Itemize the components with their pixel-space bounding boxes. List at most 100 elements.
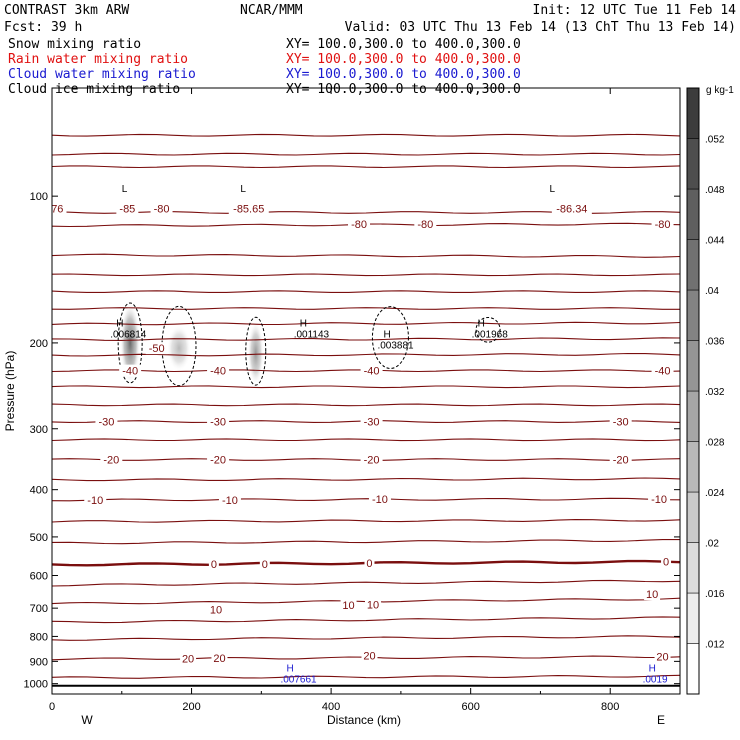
- contour-label-bg: [609, 453, 632, 466]
- contour-label-bg: [340, 599, 357, 612]
- contour-label: -20: [364, 455, 380, 467]
- contour-label: -20: [613, 455, 629, 467]
- contour-label-bg: [207, 603, 224, 616]
- colorbar-segment: [686, 289, 700, 341]
- init-time: Init: 12 UTC Tue 11 Feb 14: [533, 3, 737, 18]
- colorbar-tick-label: .024: [705, 488, 725, 499]
- contour-label-bg: [207, 364, 230, 377]
- contour-label: -30: [210, 417, 226, 429]
- field-xy-cloud-ice: XY= 100.0,300.0 to 400.0,300.0: [286, 82, 521, 97]
- temperature-contour: [52, 253, 680, 258]
- contour-label: 10: [367, 599, 379, 611]
- field-name-cloud-water: Cloud water mixing ratio: [8, 67, 196, 82]
- contour-label-bg: [52, 202, 67, 215]
- high-marker: H: [649, 664, 656, 675]
- temperature-contours: [52, 133, 680, 679]
- contour-label: -40: [364, 366, 380, 378]
- model-title: CONTRAST 3km ARW: [4, 3, 129, 18]
- colorbar-segment: [686, 87, 700, 139]
- colorbar-tick-label: .044: [705, 236, 725, 247]
- extremum-value: .007661: [280, 675, 317, 686]
- contour-label-bg: [228, 202, 269, 215]
- contour-label: -80: [154, 203, 170, 215]
- contour-label-bg: [95, 415, 118, 428]
- contour-label: -85.65: [233, 203, 264, 215]
- colorbar-tick-label: .048: [705, 185, 725, 196]
- contour-label: 0: [663, 557, 669, 569]
- temperature-contour: [52, 321, 680, 326]
- contour-label-bg: [654, 650, 671, 663]
- temperature-contour: [52, 307, 680, 310]
- colorbar-tick-label: .012: [705, 640, 725, 651]
- contour-label-bg: [551, 202, 592, 215]
- center-title: NCAR/MMM: [240, 3, 303, 18]
- extremum-value: .0019: [643, 675, 668, 686]
- contour-label: 10: [210, 605, 222, 617]
- colorbar-segment: [686, 239, 700, 291]
- contour-label-bg: [119, 364, 142, 377]
- contour-label: -80: [655, 219, 671, 231]
- contour-label: -40: [655, 366, 671, 378]
- y-tick-label: 100: [30, 191, 48, 203]
- temperature-contour: [52, 385, 680, 389]
- contour-label-bg: [116, 202, 139, 215]
- contour-label-bg: [651, 364, 674, 377]
- contour-label-layer: -85 -80 -85.65 -80 -80 -86.34 -80 -76 -50 -40 -40 -…: [52, 202, 674, 666]
- temperature-contour: [52, 165, 680, 169]
- contour-label: 20: [656, 652, 668, 664]
- contour-label-bg: [368, 492, 391, 505]
- contour-label: -30: [98, 417, 114, 429]
- contour-label: -85: [119, 203, 135, 215]
- contour-label: -86.34: [556, 203, 587, 215]
- colorbar-segment: [686, 542, 700, 594]
- field-name-snow: Snow mixing ratio: [8, 37, 141, 52]
- y-tick-label: 400: [30, 485, 48, 497]
- temperature-contour: [52, 352, 680, 357]
- x-tick-label: 800: [601, 701, 619, 713]
- contour-label-bg: [651, 217, 674, 230]
- west-label: W: [81, 713, 93, 727]
- field-xy-rain: XY= 100.0,300.0 to 400.0,300.0: [286, 52, 521, 67]
- contour-label: 0: [211, 559, 217, 571]
- x-tick-label: 400: [322, 701, 340, 713]
- y-tick-label: 300: [30, 424, 48, 436]
- temperature-contour: [52, 133, 680, 137]
- high-marker: H: [286, 664, 293, 675]
- header: CONTRAST 3km ARW NCAR/MMM Init: 12 UTC T…: [4, 3, 736, 97]
- contour-label: -80: [351, 219, 367, 231]
- axes: 0 200 400 600 800100200300400500600700800900…: [24, 88, 681, 713]
- field-name-cloud-ice: Cloud ice mixing ratio: [8, 82, 180, 97]
- temperature-contour: [52, 290, 680, 293]
- contour-label-bg: [360, 453, 383, 466]
- y-tick-label: 200: [30, 338, 48, 350]
- y-tick-label: 1000: [24, 679, 48, 691]
- colorbar-segment: [686, 340, 700, 392]
- extremum-value: .006814: [110, 329, 147, 340]
- contour-label-bg: [360, 364, 383, 377]
- high-marker: H: [383, 330, 390, 341]
- contour-label: -10: [222, 495, 238, 507]
- cloud-ice-contour: [371, 306, 409, 369]
- high-marker: H: [116, 318, 123, 329]
- contour-label-bg: [100, 453, 123, 466]
- contour-label: -20: [103, 455, 119, 467]
- colorbar-frame: [686, 87, 700, 695]
- x-tick-label: 200: [182, 701, 200, 713]
- plot-area: -85 -80 -85.65 -80 -80 -86.34 -80 -76 -50 -40 -40 -…: [52, 133, 680, 686]
- snow-shade: [247, 321, 264, 386]
- colorbar-segment: [686, 138, 700, 190]
- contour-label: -30: [364, 417, 380, 429]
- colorbar-segment: [686, 643, 700, 695]
- colorbar-segment: [686, 441, 700, 493]
- y-tick-label: 600: [30, 571, 48, 583]
- temperature-contour: [52, 273, 680, 277]
- temperature-contour: [52, 539, 680, 545]
- contour-label: 20: [182, 654, 194, 666]
- contour-label: 20: [363, 650, 375, 662]
- contour-label-bg: [150, 202, 173, 215]
- field-name-rain: Rain water mixing ratio: [8, 52, 188, 67]
- contour-label-bg: [348, 217, 371, 230]
- contour-label-bg: [84, 493, 107, 506]
- low-marker: L: [240, 184, 246, 195]
- temperature-contour: [52, 403, 680, 407]
